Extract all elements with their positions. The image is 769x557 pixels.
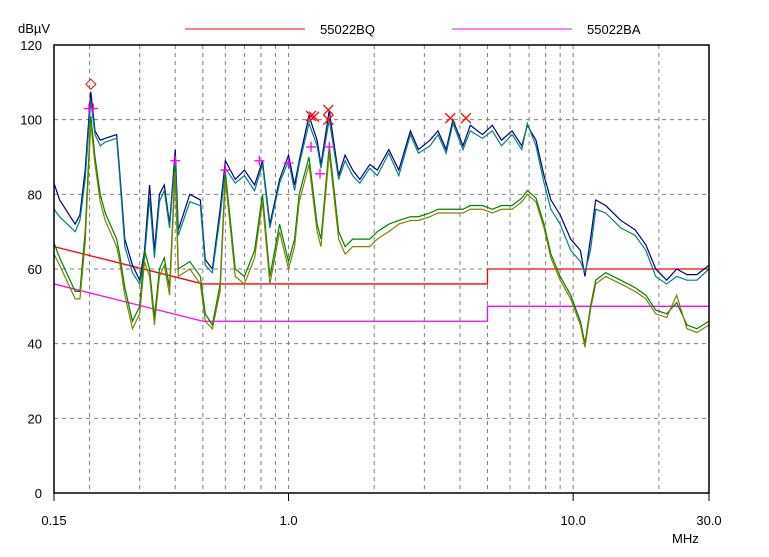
- trace-1: [53, 91, 710, 283]
- peak-marker-plus: [283, 157, 294, 168]
- peak-marker-plus: [306, 141, 317, 152]
- peak-marker-plus: [220, 165, 231, 176]
- trace-4: [53, 123, 710, 348]
- y-tick-label: 80: [28, 187, 42, 202]
- peak-marker-plus: [324, 141, 335, 152]
- x-tick-labels: 0.15 1.0 10.0 30.0: [41, 493, 722, 528]
- legend: 55022BQ 55022BA: [185, 22, 641, 37]
- legend-label-55022bq: 55022BQ: [320, 22, 375, 37]
- y-tick-label: 120: [20, 38, 42, 53]
- markers: [83, 78, 472, 179]
- x-tick-label: 1.0: [279, 513, 297, 528]
- peak-marker-cross: [460, 112, 472, 124]
- peak-marker-cross: [305, 110, 317, 122]
- trace-3: [53, 115, 710, 344]
- peak-marker-cross: [444, 112, 456, 124]
- traces: [53, 91, 710, 348]
- y-tick-labels: 0 20 40 60 80 100 120: [20, 38, 42, 501]
- y-tick-label: 40: [28, 337, 42, 352]
- x-tick-label: 10.0: [561, 513, 586, 528]
- peak-marker-plus: [254, 155, 265, 166]
- x-tick-label: 30.0: [696, 513, 721, 528]
- peak-marker-diamond: [85, 78, 97, 90]
- x-axis-label: MHz: [672, 531, 699, 546]
- peak-marker-cross: [308, 111, 320, 123]
- peak-marker-cross: [322, 114, 334, 126]
- peak-marker-plus: [88, 103, 99, 114]
- y-tick-label: 0: [35, 486, 42, 501]
- y-tick-label: 20: [28, 411, 42, 426]
- legend-label-55022ba: 55022BA: [587, 22, 641, 37]
- limit-line-55022bq: [53, 245, 709, 285]
- plot-frame: [53, 44, 710, 494]
- trace-2: [53, 100, 710, 286]
- y-tick-label: 60: [28, 262, 42, 277]
- x-tick-label: 0.15: [41, 513, 66, 528]
- peak-marker-cross: [322, 104, 334, 116]
- peak-marker-plus: [170, 155, 181, 166]
- y-tick-label: 100: [20, 113, 42, 128]
- y-axis-label: dBµV: [18, 21, 50, 36]
- peak-marker-plus: [315, 168, 326, 179]
- limit-lines: [53, 245, 709, 322]
